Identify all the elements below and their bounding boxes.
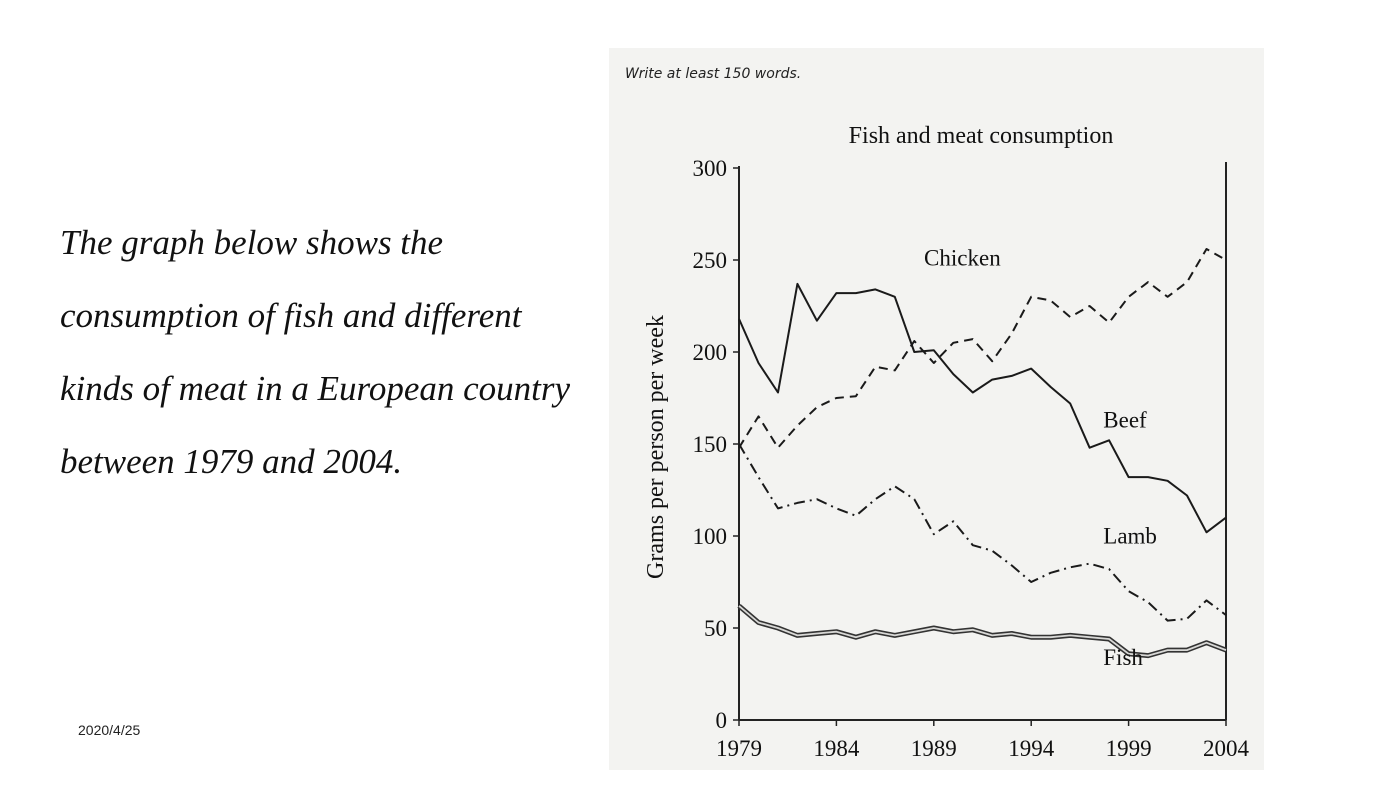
x-tick-label: 1979 [716,736,762,761]
series-label-fish: Fish [1103,645,1143,670]
instruction-text: Write at least 150 words. [625,66,802,82]
series-line-fish-inner [738,605,1227,657]
series-line-beef [738,282,1227,534]
series-label-chicken: Chicken [924,246,1001,271]
description-line-2: consumption of fish and different [60,296,522,335]
series-label-beef: Beef [1103,407,1147,432]
slide-date: 2020/4/25 [78,722,141,738]
chart-title: Fish and meat consumption [849,123,1114,149]
slide-description: The graph below shows the consumption of… [60,206,600,498]
y-tick-label: 300 [693,156,728,181]
series-line-lamb [738,443,1227,622]
series-line-fish [737,603,1227,659]
series-label-lamb: Lamb [1103,523,1157,548]
y-tick-label: 250 [693,248,728,273]
description-line-3: kinds of meat in a European country [60,369,571,408]
y-tick-label: 200 [693,340,728,365]
x-tick-label: 2004 [1203,736,1250,761]
series-line-chicken [738,248,1227,449]
chart-figure: Write at least 150 words. Fish and meat … [609,48,1264,770]
series-lines [737,248,1227,659]
description-line-1: The graph below shows the [60,223,444,262]
x-tick-label: 1984 [813,736,860,761]
x-tick-label: 1994 [1008,736,1054,761]
description-line-4: between 1979 and 2004. [60,442,403,481]
y-ticks: 0 50 100 150 200 250 300 [693,156,739,733]
y-tick-label: 100 [693,524,728,549]
y-tick-label: 0 [716,708,728,733]
x-tick-label: 1999 [1106,736,1152,761]
y-axis-label: Grams per person per week [643,315,669,579]
series-labels: Chicken Beef Lamb Fish [924,246,1157,670]
y-tick-label: 50 [704,616,727,641]
line-chart: Fish and meat consumption Grams per pers… [643,123,1250,761]
x-ticks: 1979 1984 1989 1994 1999 2004 [716,720,1250,761]
y-tick-label: 150 [693,432,728,457]
x-tick-label: 1989 [911,736,957,761]
